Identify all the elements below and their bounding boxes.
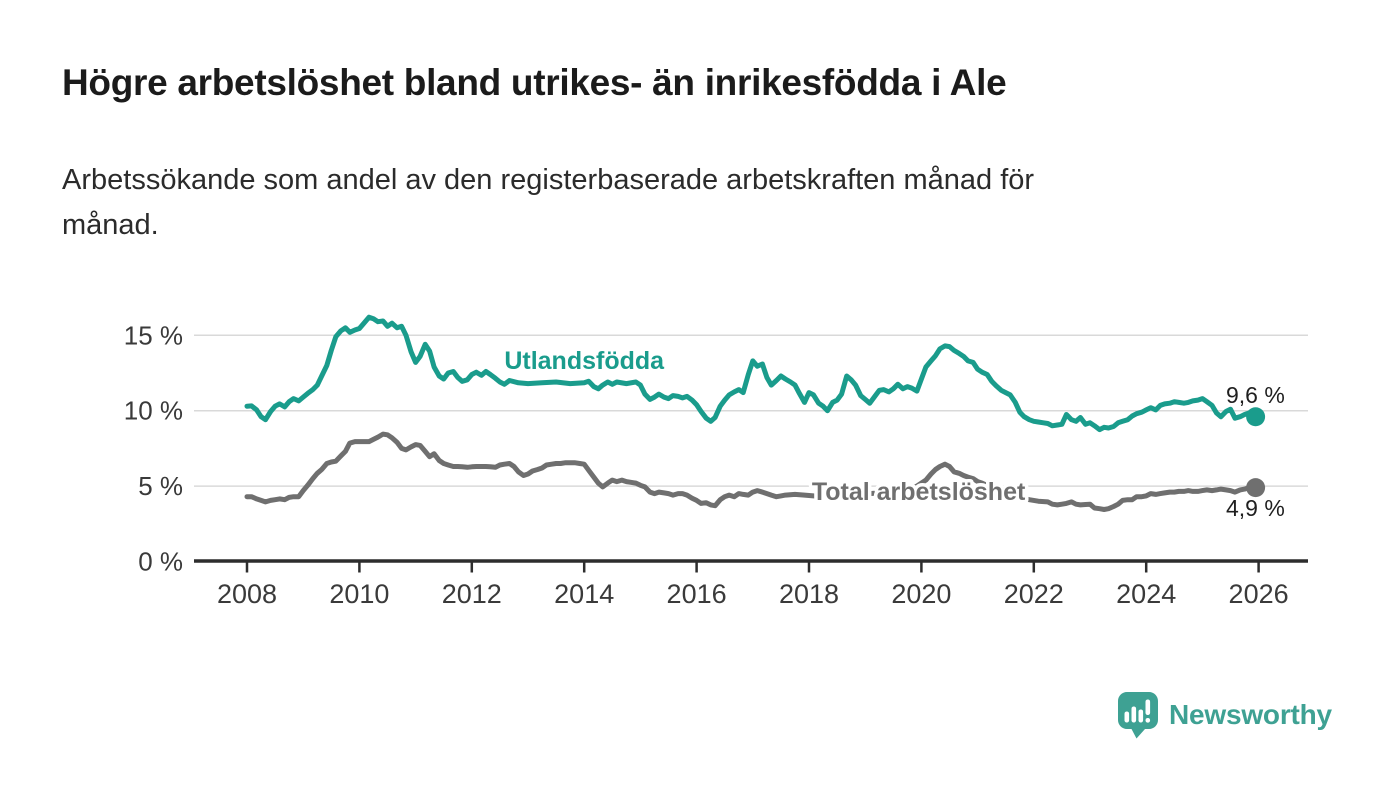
x-tick-label: 2024 [1116, 579, 1176, 609]
series-label-total-arbetsl-shet: Total arbetslöshet [812, 478, 1026, 506]
newsworthy-brand-name: Newsworthy [1169, 699, 1332, 730]
subtitle-line-1: Arbetssökande som andel av den registerb… [62, 164, 1035, 196]
x-tick-label: 2016 [667, 579, 727, 609]
x-tick-label: 2014 [554, 579, 614, 609]
series-line-total-arbetsl-shet [244, 431, 1262, 512]
x-tick-label: 2018 [779, 579, 839, 609]
y-tick-label: 15 % [124, 320, 183, 350]
logo-bar-3 [1138, 709, 1144, 722]
series-line-utlandsf-dda [244, 314, 1262, 433]
logo-exclamation-bar [1145, 699, 1151, 715]
end-value-label-utlandsf-dda: 9,6 % [1226, 382, 1285, 408]
series-end-dot-total-arbetsl-shet [1246, 478, 1266, 498]
newsworthy-logo-icon [1118, 691, 1158, 738]
newsworthy-brand: Newsworthy [1118, 690, 1332, 740]
x-tick-label: 2022 [1004, 579, 1064, 609]
series-label-utlandsf-dda: Utlandsfödda [504, 347, 665, 375]
series-end-dot-utlandsf-dda [1246, 407, 1266, 427]
logo-bar-2 [1131, 706, 1137, 722]
x-tick-label: 2010 [329, 579, 389, 609]
x-tick-label: 2012 [442, 579, 502, 609]
subtitle-line-2: månad. [62, 209, 159, 241]
x-tick-label: 2020 [891, 579, 951, 609]
chart-subtitle: Arbetssökande som andel av den registerb… [62, 158, 1262, 248]
y-tick-label: 5 % [138, 471, 183, 501]
logo-bar-1 [1124, 711, 1130, 722]
end-value-label-total-arbetsl-shet: 4,9 % [1226, 495, 1285, 521]
chart-title: Högre arbetslöshet bland utrikes- än inr… [62, 62, 1007, 103]
logo-exclamation-dot [1145, 717, 1151, 723]
x-tick-label: 2026 [1229, 579, 1289, 609]
y-tick-label: 0 % [138, 547, 183, 577]
x-tick-label: 2008 [217, 579, 277, 609]
y-tick-label: 10 % [124, 396, 183, 426]
